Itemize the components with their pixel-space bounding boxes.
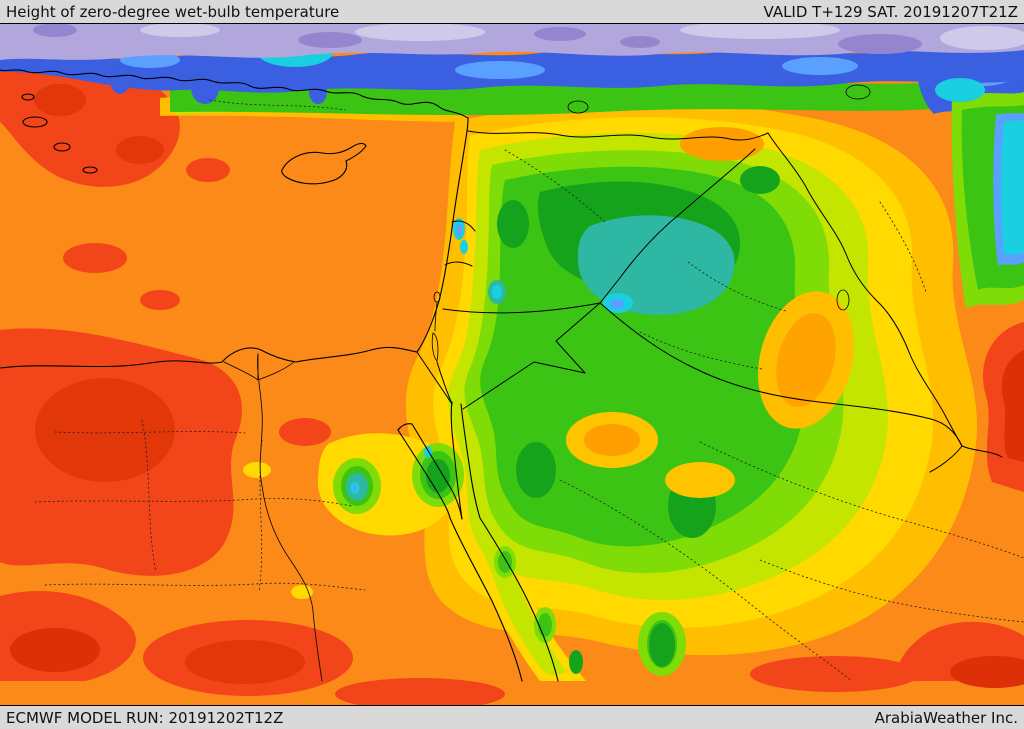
- dead-sea: [431, 332, 439, 362]
- admin-border-layer: [34, 99, 1024, 682]
- cold-top-layer: [0, 24, 1024, 308]
- warm-patch-layer: [566, 127, 854, 498]
- map-area: [0, 24, 1024, 705]
- coastline-layer: [0, 69, 559, 682]
- lake-1: [567, 100, 589, 114]
- jordan-river: [434, 301, 438, 332]
- model-run-label: ECMWF MODEL RUN: 20191202T12Z: [6, 708, 284, 727]
- header-bar: Height of zero-degree wet-bulb temperatu…: [0, 0, 1024, 24]
- cyprus-coastline: [281, 142, 367, 185]
- water-features-layer: [223, 84, 871, 682]
- lake-tharthar: [836, 289, 850, 311]
- lake-van: [845, 84, 871, 100]
- country-border-layer: [416, 130, 1003, 473]
- brand-credit-label: ArabiaWeather Inc.: [874, 708, 1018, 727]
- cold-core-layer: [160, 92, 978, 681]
- map-title: Height of zero-degree wet-bulb temperatu…: [6, 2, 340, 21]
- nile-river: [257, 353, 323, 682]
- weather-map-svg: [0, 24, 1024, 705]
- footer-bar: ECMWF MODEL RUN: 20191202T12Z ArabiaWeat…: [0, 705, 1024, 729]
- valid-time-label: VALID T+129 SAT. 20191207T21Z: [763, 2, 1018, 21]
